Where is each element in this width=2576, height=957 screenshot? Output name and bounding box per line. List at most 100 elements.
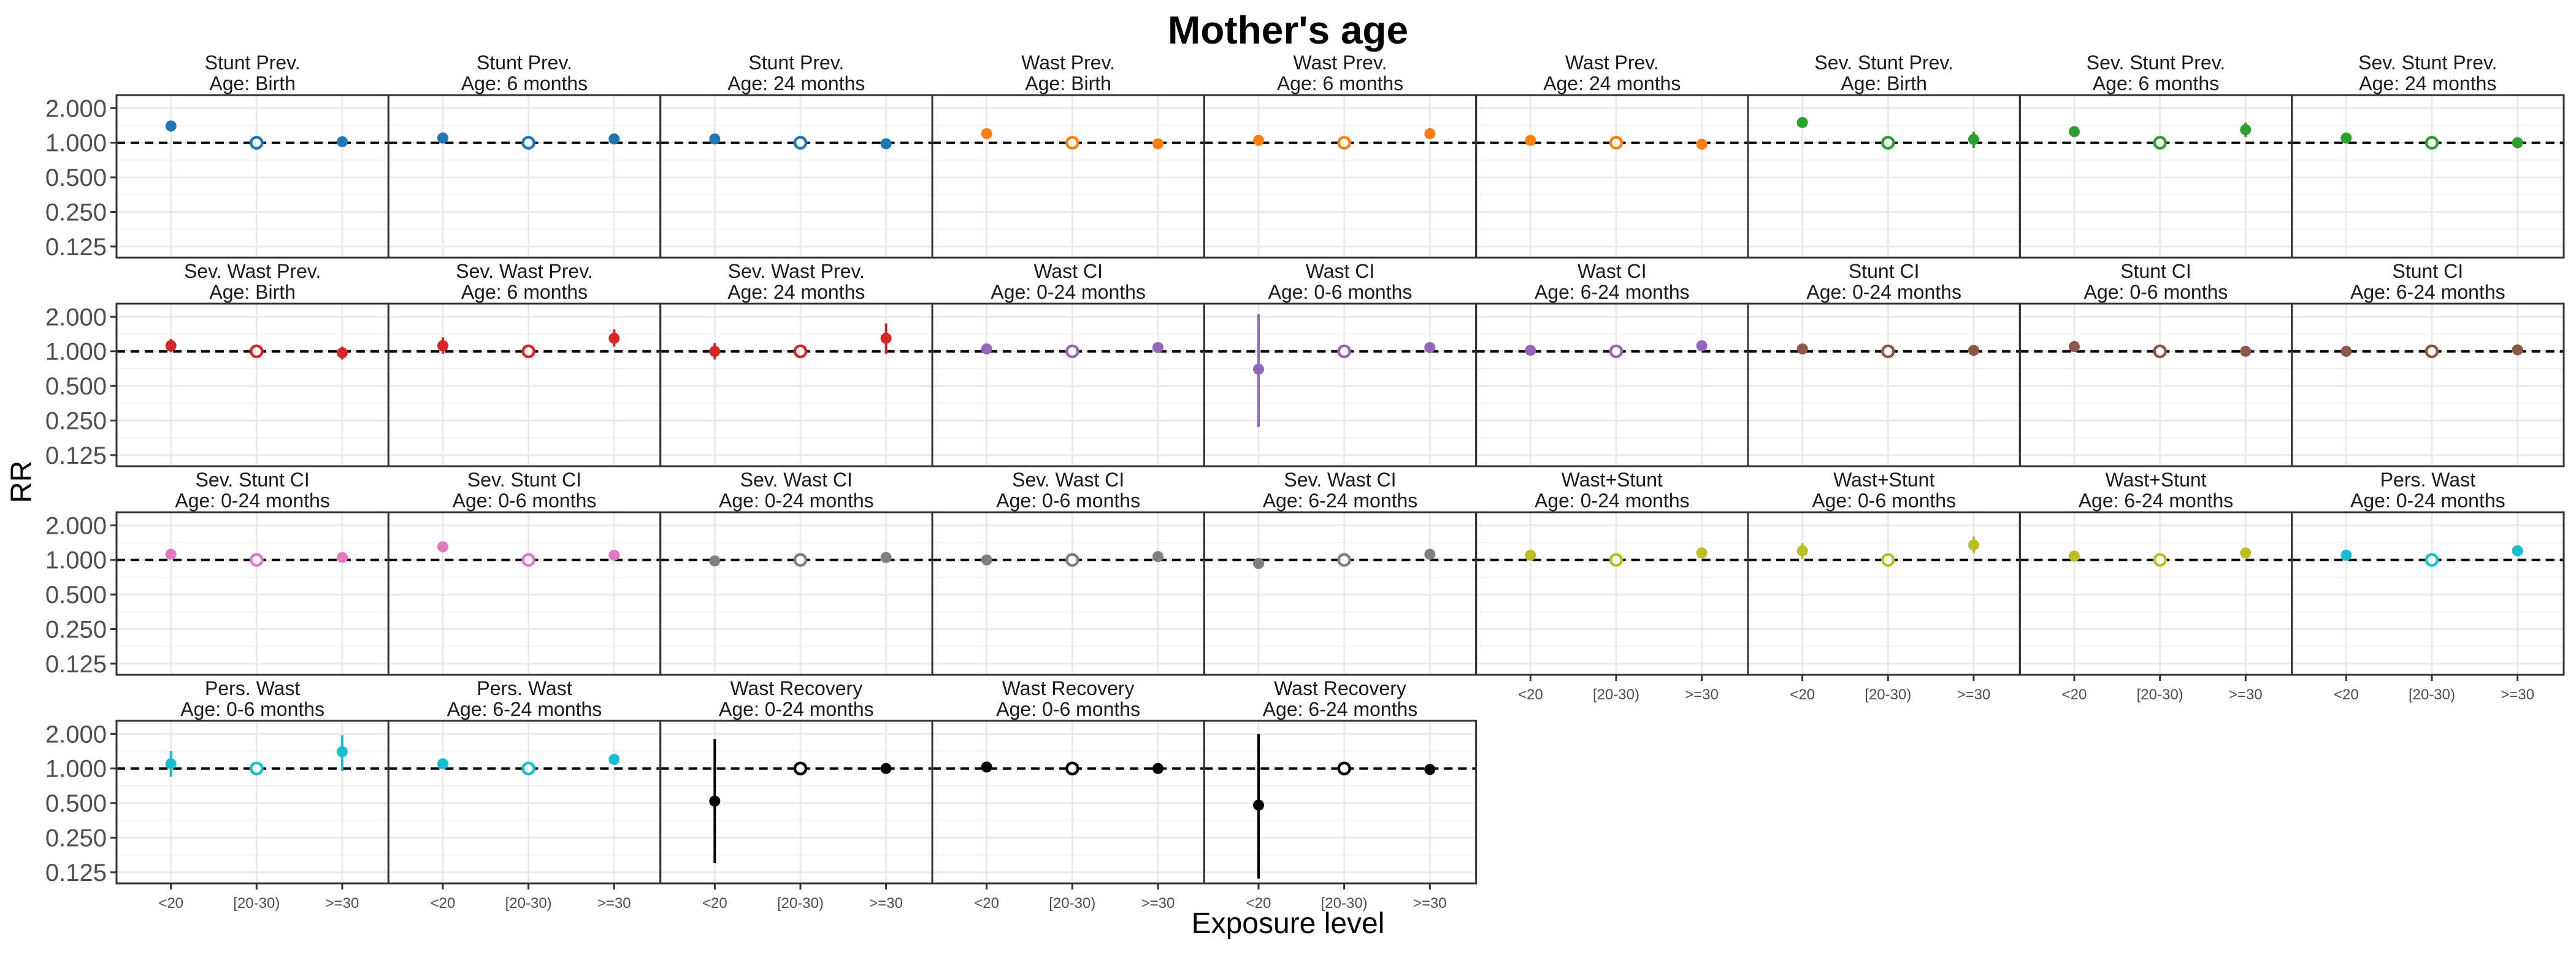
panel-subtitle: Age: 0-24 months	[991, 281, 1146, 303]
panel-border	[2018, 302, 2293, 467]
panel-subtitle: Age: 6-24 months	[1535, 281, 1690, 303]
panel-title: Pers. Wast	[477, 677, 572, 699]
panel-border	[2291, 302, 2565, 467]
panel-subtitle: Age: 0-6 months	[1268, 281, 1413, 303]
x-tick-label: >=30	[326, 895, 359, 912]
data-point	[336, 552, 348, 563]
data-point	[2340, 345, 2352, 357]
panel-title: Sev. Stunt Prev.	[1814, 52, 1953, 74]
reference-point	[250, 344, 264, 358]
data-point	[1152, 342, 1163, 353]
y-tick-label: 1.000	[45, 547, 107, 574]
x-tick-label: >=30	[869, 895, 903, 912]
data-point	[1696, 139, 1708, 150]
y-tick-label: 1.000	[45, 756, 107, 783]
x-tick-label: >=30	[1413, 895, 1447, 912]
panel-subtitle: Age: 6-24 months	[1263, 490, 1418, 512]
data-point	[1525, 134, 1536, 146]
panel-subtitle: Age: 0-6 months	[180, 698, 324, 720]
x-tick-label: <20	[1518, 686, 1543, 703]
data-point	[165, 758, 177, 769]
reference-point	[521, 761, 535, 775]
x-tick-label: [20-30)	[505, 895, 552, 912]
reference-point	[1609, 136, 1623, 150]
panel-border	[659, 511, 933, 676]
panel-subtitle: Age: Birth	[209, 281, 296, 303]
panel-border	[1747, 94, 2021, 259]
panel-border	[387, 94, 662, 259]
x-tick-label: [20-30)	[1593, 686, 1639, 703]
x-tick-label: >=30	[1957, 686, 1991, 703]
panel-title: Wast Prev.	[1021, 52, 1115, 74]
data-point	[1152, 763, 1163, 774]
panel-border	[1203, 94, 1478, 259]
data-point	[880, 332, 892, 344]
reference-point	[250, 553, 264, 567]
data-point	[1253, 799, 1264, 811]
panel-border	[659, 302, 933, 467]
y-tick-label: 0.250	[45, 824, 107, 851]
data-point	[1253, 134, 1264, 146]
data-point	[1424, 764, 1436, 775]
data-point	[608, 753, 620, 765]
panel-title: Wast+Stunt	[2105, 469, 2206, 491]
panel-title: Stunt Prev.	[477, 52, 572, 74]
y-tick-label: 2.000	[45, 512, 107, 539]
data-point	[437, 340, 448, 352]
data-point	[709, 795, 721, 807]
x-tick-label: <20	[702, 895, 727, 912]
reference-point	[1065, 136, 1079, 150]
x-tick-label: <20	[431, 895, 456, 912]
panel-title: Wast Recovery	[730, 677, 862, 699]
x-tick-label: <20	[974, 895, 999, 912]
x-tick-label: [20-30)	[2137, 686, 2183, 703]
data-point	[437, 132, 448, 144]
panel-subtitle: Age: Birth	[1841, 72, 1927, 94]
panel-subtitle: Age: 6 months	[461, 72, 588, 94]
reference-point	[521, 553, 535, 567]
panel-subtitle: Age: 0-24 months	[1535, 490, 1690, 512]
panel-border	[115, 302, 389, 467]
reference-point	[2153, 344, 2167, 358]
data-point	[336, 347, 348, 359]
panel-subtitle: Age: 6 months	[2093, 72, 2219, 94]
panel-border	[931, 94, 1205, 259]
reference-point	[1065, 344, 1079, 358]
x-tick-label: >=30	[2501, 686, 2534, 703]
data-point	[1152, 138, 1163, 150]
y-tick-label: 1.000	[45, 339, 107, 366]
data-point	[1152, 551, 1163, 563]
reference-point	[793, 553, 808, 567]
data-point	[981, 554, 992, 566]
panel-subtitle: Age: 6-24 months	[2079, 490, 2234, 512]
data-point	[1968, 345, 1979, 356]
panel-border	[659, 94, 933, 259]
panel-subtitle: Age: 0-6 months	[996, 698, 1140, 720]
panel-title: Wast+Stunt	[1562, 469, 1663, 491]
panel-subtitle: Age: 0-24 months	[719, 490, 874, 512]
y-tick-label: 0.125	[45, 859, 107, 886]
panel-subtitle: Age: 0-24 months	[719, 698, 874, 720]
panel-border	[1203, 511, 1478, 676]
data-point	[165, 548, 177, 560]
panel-title: Sev. Stunt CI	[196, 469, 310, 491]
panel-title: Sev. Stunt CI	[467, 469, 581, 491]
data-point	[608, 133, 620, 145]
y-tick-label: 0.250	[45, 199, 107, 226]
data-point	[2069, 550, 2080, 562]
panel-border	[2018, 94, 2293, 259]
panel-title: Wast Recovery	[1002, 677, 1135, 699]
panel-title: Stunt CI	[2393, 260, 2464, 282]
data-point	[981, 761, 992, 773]
reference-point	[521, 136, 535, 150]
reference-point	[1337, 761, 1351, 775]
panel-border	[931, 720, 1205, 885]
data-point	[2512, 545, 2523, 556]
panel-border	[931, 302, 1205, 467]
x-tick-label: <20	[1246, 895, 1271, 912]
y-tick-label: 0.500	[45, 790, 107, 817]
x-tick-label: [20-30)	[1865, 686, 1911, 703]
data-point	[2340, 132, 2352, 144]
panel-title: Pers. Wast	[2380, 469, 2475, 491]
panel-border	[2018, 511, 2293, 676]
